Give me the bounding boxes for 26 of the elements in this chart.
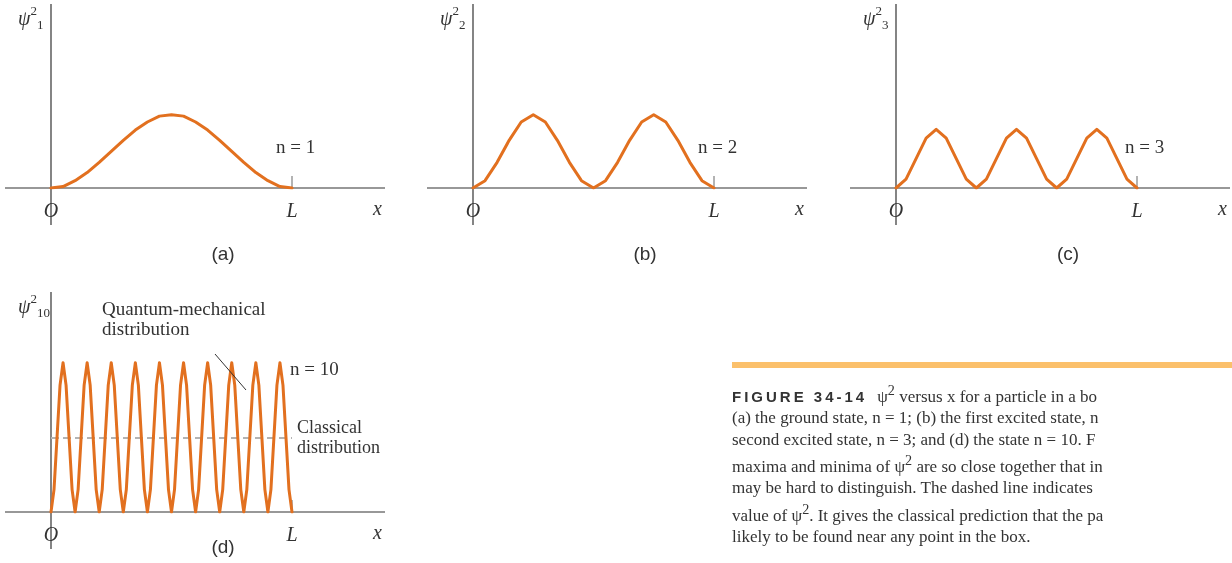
text: (a) xyxy=(211,243,235,264)
x-tick-label: L xyxy=(707,199,720,221)
ref-line-label: Classical distribution xyxy=(297,417,381,458)
text: Quantum-mechanical distribution xyxy=(102,297,271,339)
x-axis-title: x xyxy=(372,197,382,219)
text: likely to be found near any point in the box. xyxy=(732,525,1032,548)
text: (c) xyxy=(1056,243,1080,264)
x-axis-title: x xyxy=(794,197,804,219)
annotation: n = 10 xyxy=(290,357,339,379)
text: (a) the ground state, n = 1; (b) the first excited state, n xyxy=(732,407,1100,429)
annotation: n = 3 xyxy=(1125,135,1165,157)
annotation: n = 1 xyxy=(276,135,316,157)
text: (b) xyxy=(633,243,657,264)
text: FIGURE 34-14 xyxy=(732,387,868,405)
text: maxima and minima of ψ$^{2}$ are so close together that in xyxy=(732,451,1104,478)
text: (d) xyxy=(211,536,235,557)
x-axis-title: x xyxy=(372,521,382,543)
x-tick-label: L xyxy=(1130,199,1143,221)
text: second excited state, n = 3; and (d) the state n = 10. F xyxy=(732,428,1097,451)
text: may be hard to distinguish. The dashed line indicates xyxy=(732,477,1094,499)
text: value of ψ$^{2}$. It gives the classical prediction that the pa xyxy=(732,499,1105,526)
annotation: n = 2 xyxy=(698,135,738,157)
x-axis-title: x xyxy=(1217,197,1227,219)
text: ψ$^{2}$ versus x for a particle in a bo xyxy=(877,382,1097,406)
x-tick-label: L xyxy=(285,199,298,221)
x-tick-label: L xyxy=(285,523,298,545)
